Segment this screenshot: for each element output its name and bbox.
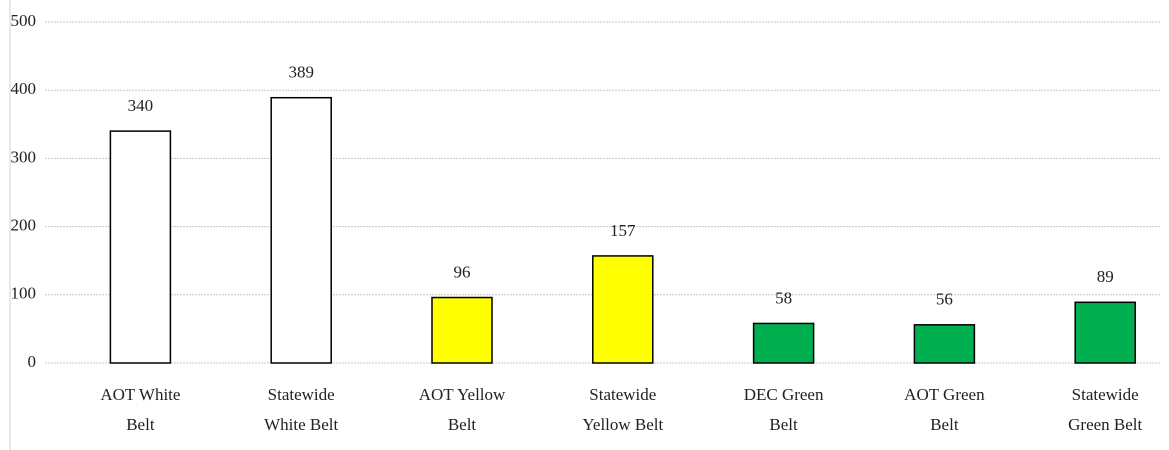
y-tick-label: 500 bbox=[11, 11, 37, 30]
y-tick-label: 0 bbox=[28, 352, 37, 371]
x-tick-label: Statewide Green Belt bbox=[1068, 385, 1143, 434]
data-label: 157 bbox=[610, 221, 636, 240]
x-tick-label: Statewide Yellow Belt bbox=[582, 385, 664, 434]
bar bbox=[913, 324, 976, 364]
x-tick-label: AOT White Belt bbox=[100, 385, 181, 434]
bar bbox=[270, 96, 332, 364]
data-label: 340 bbox=[128, 96, 154, 115]
data-label: 58 bbox=[775, 288, 792, 307]
data-label: 56 bbox=[936, 290, 953, 309]
bar bbox=[592, 255, 654, 364]
x-tick-label: AOT Green Belt bbox=[904, 385, 985, 434]
x-tick-label: DEC Green Belt bbox=[743, 385, 824, 434]
bar bbox=[1074, 301, 1136, 364]
bar bbox=[752, 322, 815, 364]
bar bbox=[109, 130, 172, 364]
bar bbox=[431, 296, 493, 364]
y-tick-label: 100 bbox=[11, 284, 37, 303]
data-label: 96 bbox=[454, 262, 471, 281]
y-tick-label: 300 bbox=[11, 147, 37, 166]
y-tick-label: 400 bbox=[11, 79, 37, 98]
x-tick-label: Statewide White Belt bbox=[264, 385, 339, 434]
x-tick-label: AOT Yellow Belt bbox=[418, 385, 506, 434]
data-label: 89 bbox=[1097, 267, 1114, 286]
y-tick-label: 200 bbox=[11, 216, 37, 235]
data-label: 389 bbox=[288, 63, 314, 82]
